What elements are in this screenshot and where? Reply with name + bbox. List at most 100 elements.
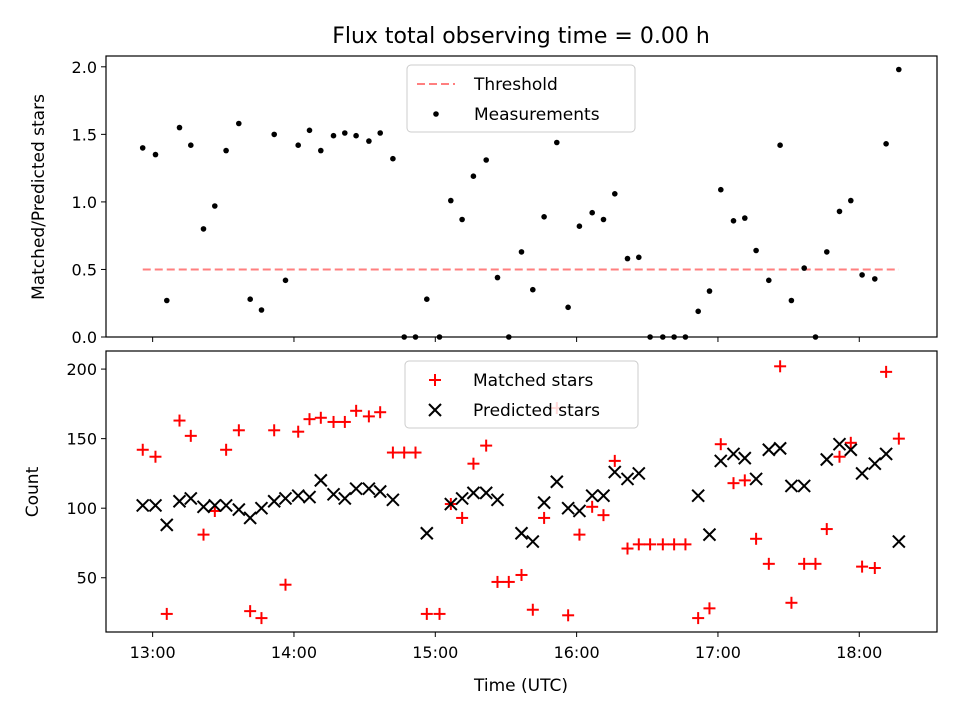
predicted-star-point: [314, 473, 328, 488]
matched-star-point: [314, 411, 327, 424]
matched-star-point: [868, 562, 881, 575]
ratio-y-axis-ticks: 0.0 0.5 1.0 1.5 2.0: [72, 58, 106, 347]
measurement-point: [470, 173, 477, 179]
ratio-y-tick-label: 1.0: [72, 193, 97, 212]
predicted-star-point: [820, 452, 834, 467]
measurement-point: [330, 132, 337, 139]
matched-star-point: [292, 425, 305, 438]
measurement-point: [139, 145, 146, 151]
predicted-star-point: [326, 487, 341, 501]
matched-star-point: [833, 450, 846, 463]
ratio-x-axis-ticks: [152, 337, 860, 342]
measurement-point: [730, 218, 737, 224]
measurements-layer: [139, 66, 902, 340]
measurement-point: [424, 296, 430, 303]
ratio-y-tick-label: 0.0: [72, 328, 97, 347]
x-tick-label: 13:00: [130, 643, 176, 662]
predicted-star-point: [726, 447, 741, 461]
predicted-star-point: [561, 501, 575, 515]
predicted-star-point: [620, 472, 635, 486]
x-tick-label: 18:00: [836, 643, 882, 662]
measurement-point: [695, 308, 701, 315]
matched-star-point: [362, 410, 375, 423]
matched-star-point: [586, 500, 599, 513]
legend-matched-label: Matched stars: [473, 371, 593, 391]
matched-star-point: [327, 415, 340, 428]
count-panel: 50 100 150 200 13:00 14:00 15:00 16:00 17:00 18:…: [23, 350, 938, 696]
measurement-point: [718, 186, 724, 193]
chart-title: Flux total observing time = 0.00 h: [332, 24, 710, 49]
predicted-star-point: [714, 454, 728, 468]
predicted-star-point: [148, 498, 163, 513]
predicted-star-point: [749, 472, 763, 486]
matched-star-point: [160, 607, 173, 620]
measurement-point: [824, 249, 830, 255]
matched-star-point: [515, 568, 528, 581]
legend-threshold-label: Threshold: [473, 75, 558, 95]
measurement-point: [600, 216, 607, 223]
matched-star-point: [856, 560, 869, 573]
matched-star-point: [338, 415, 351, 428]
measurement-point: [223, 147, 229, 154]
measurement-point: [589, 209, 595, 216]
predicted-star-point: [386, 493, 400, 507]
predicted-star-point: [844, 443, 858, 457]
count-y-axis-label: Count: [23, 466, 43, 517]
predicted-star-point: [184, 491, 198, 506]
matched-star-point: [621, 542, 634, 555]
matched-star-point: [173, 414, 186, 427]
matched-star-point: [526, 603, 539, 616]
count-y-tick-label: 100: [66, 499, 97, 518]
predicted-star-point: [490, 493, 505, 507]
measurement-point: [753, 247, 759, 254]
ratio-legend: Threshold Measurements: [406, 64, 636, 133]
ratio-legend-box: [406, 64, 636, 133]
matched-star-point: [738, 474, 751, 487]
ratio-plot-frame: [105, 55, 938, 338]
matched-star-point: [762, 557, 775, 570]
matched-star-point: [844, 436, 857, 449]
predicted-star-point: [291, 488, 305, 503]
measurement-point: [518, 249, 525, 255]
predicted-star-point: [196, 500, 211, 514]
predicted-star-point: [868, 456, 882, 471]
measurement-point: [353, 132, 359, 139]
measurement-point: [483, 157, 490, 163]
x-tick-label: 17:00: [695, 643, 741, 662]
legend-measurements-marker: [433, 111, 439, 117]
matched-star-point: [774, 360, 787, 373]
measurement-point: [377, 130, 384, 136]
matched-star-point: [208, 504, 221, 517]
measurement-point: [306, 127, 313, 134]
measurement-point: [554, 139, 560, 146]
matched-star-point: [573, 528, 586, 541]
matched-star-point: [467, 457, 480, 470]
predicted-star-point: [892, 534, 906, 549]
measurement-point: [576, 223, 583, 229]
matched-star-point: [279, 578, 292, 591]
count-plot-frame: [105, 350, 938, 633]
predicted-star-point: [349, 482, 363, 496]
predicted-star-point: [526, 534, 540, 549]
predicted-star-point: [784, 479, 799, 493]
predicted-star-point: [702, 527, 717, 542]
predicted-star-point: [160, 518, 174, 532]
predicted-star-point: [278, 491, 293, 506]
measurement-point: [766, 277, 772, 284]
matched-star-point: [303, 413, 316, 426]
matched-star-point: [184, 429, 197, 442]
measurement-point: [541, 214, 547, 220]
matched-star-point: [632, 538, 645, 551]
matched-stars-layer: [136, 360, 905, 625]
matched-star-point: [255, 612, 268, 625]
matched-star-point: [538, 511, 551, 524]
measurement-point: [282, 277, 289, 284]
ratio-y-tick-label: 1.5: [72, 125, 97, 144]
measurement-point: [848, 197, 854, 204]
matched-star-point: [244, 605, 257, 618]
measurement-point: [176, 124, 183, 131]
measurement-point: [390, 155, 396, 162]
x-tick-label: 16:00: [554, 643, 600, 662]
matched-star-point: [809, 557, 822, 570]
measurement-point: [258, 307, 265, 313]
